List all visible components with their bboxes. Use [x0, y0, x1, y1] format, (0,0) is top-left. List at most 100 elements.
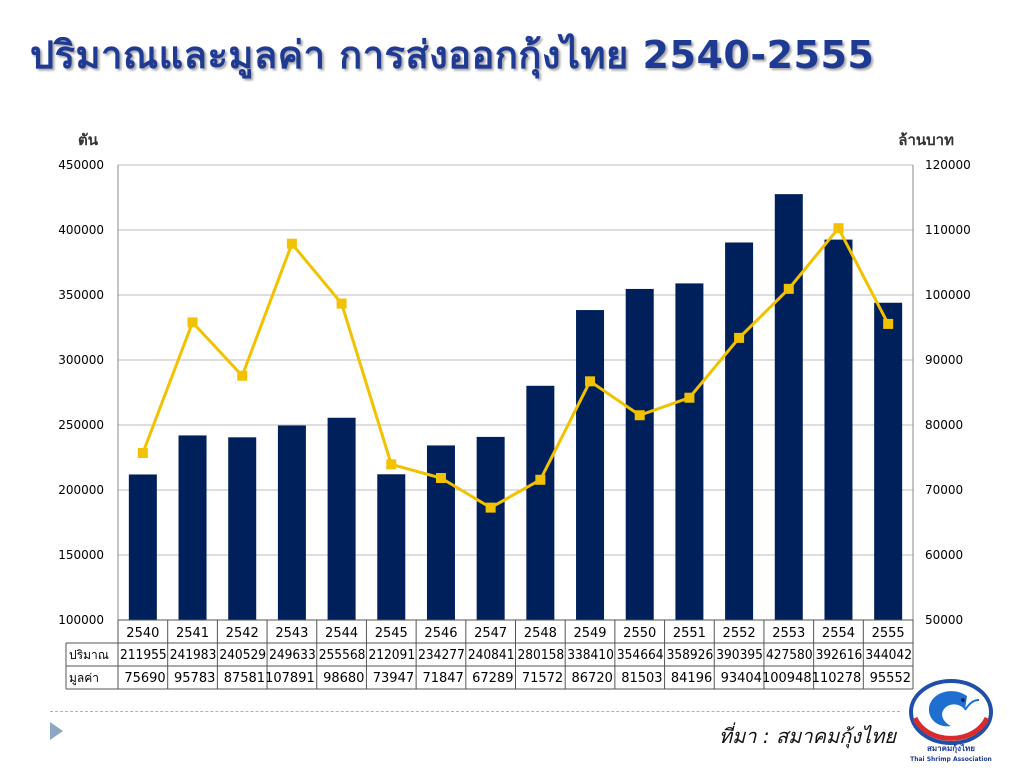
- bar: [476, 436, 505, 620]
- line-point: [684, 392, 695, 403]
- left-tick-label: 350000: [58, 288, 104, 302]
- category-label: 2555: [872, 626, 905, 641]
- bar: [128, 474, 157, 620]
- table-cell: 75690: [124, 671, 165, 686]
- table-cell: 95552: [870, 671, 911, 686]
- table-cell: 107891: [265, 671, 315, 686]
- line-point: [286, 238, 297, 249]
- table-cell: 358926: [667, 648, 714, 663]
- right-tick-label: 120000: [925, 158, 971, 172]
- right-tick-label: 90000: [925, 353, 963, 367]
- table-row-label: มูลค่า: [69, 671, 99, 686]
- left-tick-label: 150000: [58, 548, 104, 562]
- line-point: [585, 376, 596, 387]
- table-cell: 234277: [418, 648, 465, 663]
- table-cell: 98680: [323, 671, 364, 686]
- table-cell: 344042: [865, 648, 912, 663]
- line-point: [883, 318, 894, 329]
- line-point: [634, 410, 645, 421]
- left-tick-label: 200000: [58, 483, 104, 497]
- bar: [625, 288, 654, 620]
- table-cell: 240841: [468, 648, 515, 663]
- table-cell: 81503: [621, 671, 662, 686]
- right-tick-label: 70000: [925, 483, 963, 497]
- table-cell: 73947: [373, 671, 414, 686]
- bar: [774, 194, 803, 620]
- bar: [874, 302, 903, 620]
- line-point: [237, 370, 248, 381]
- category-label: 2549: [573, 626, 606, 641]
- category-label: 2542: [226, 626, 259, 641]
- line-point: [435, 472, 446, 483]
- right-tick-label: 110000: [925, 223, 971, 237]
- bar: [426, 445, 455, 620]
- line-point: [833, 223, 844, 234]
- line-point: [535, 474, 546, 485]
- play-icon: [50, 722, 63, 740]
- logo-text-thai: สมาคมกุ้งไทย: [927, 743, 975, 754]
- line-point: [485, 502, 496, 513]
- table-cell: 390395: [716, 648, 763, 663]
- line-point: [187, 317, 198, 328]
- bar: [228, 437, 257, 620]
- line-point: [386, 459, 397, 470]
- source-note: ที่มา : สมาคมกุ้งไทย: [718, 724, 896, 748]
- right-tick-label: 100000: [925, 288, 971, 302]
- bar: [725, 242, 754, 620]
- category-label: 2548: [524, 626, 557, 641]
- table-cell: 86720: [572, 671, 613, 686]
- category-label: 2545: [375, 626, 408, 641]
- category-label: 2544: [325, 626, 358, 641]
- right-tick-label: 80000: [925, 418, 963, 432]
- table-cell: 354664: [617, 648, 664, 663]
- left-tick-label: 300000: [58, 353, 104, 367]
- category-label: 2546: [424, 626, 457, 641]
- table-cell: 95783: [174, 671, 215, 686]
- value-line: [141, 225, 890, 510]
- right-tick-label: 50000: [925, 613, 963, 627]
- bar: [377, 474, 406, 620]
- left-tick-label: 100000: [58, 613, 104, 627]
- right-axis-unit: ล้านบาท: [898, 131, 954, 149]
- table-cell: 338410: [567, 648, 614, 663]
- table-cell: 255568: [319, 648, 366, 663]
- category-label: 2543: [275, 626, 308, 641]
- bar: [327, 417, 356, 620]
- table-cell: 212091: [368, 648, 415, 663]
- bar: [824, 239, 853, 621]
- table-cell: 93404: [721, 671, 762, 686]
- line-point: [783, 283, 794, 294]
- category-label: 2541: [176, 626, 209, 641]
- category-label: 2550: [623, 626, 656, 641]
- line-point: [137, 448, 148, 459]
- table-cell: 67289: [472, 671, 513, 686]
- category-label: 2552: [723, 626, 756, 641]
- category-label: 2553: [772, 626, 805, 641]
- table-cell: 87581: [224, 671, 265, 686]
- category-label: 2547: [474, 626, 507, 641]
- bar: [277, 425, 306, 620]
- table-cell: 100948: [762, 671, 812, 686]
- table-cell: 71847: [422, 671, 463, 686]
- export-chart: 100000 150000 200000 250000 300000 350000 4000…: [58, 158, 971, 690]
- bar: [526, 385, 555, 620]
- logo-text-english: Thai Shrimp Association: [910, 756, 992, 763]
- bar: [576, 310, 605, 620]
- category-label: 2554: [822, 626, 855, 641]
- thai-shrimp-association-logo: สมาคมกุ้งไทย Thai Shrimp Association: [909, 679, 993, 763]
- left-tick-label: 250000: [58, 418, 104, 432]
- table-cell: 241983: [170, 648, 217, 663]
- category-label: 2540: [126, 626, 159, 641]
- bar: [675, 283, 704, 620]
- right-tick-label: 60000: [925, 548, 963, 562]
- table-row-label: ปริมาณ: [69, 648, 109, 662]
- line-point: [336, 298, 347, 309]
- table-cell: 84196: [671, 671, 712, 686]
- category-label: 2551: [673, 626, 706, 641]
- table-cell: 211955: [120, 648, 167, 663]
- line-point: [734, 332, 745, 343]
- left-axis-unit: ตัน: [78, 131, 98, 149]
- bar: [178, 435, 207, 620]
- table-cell: 280158: [518, 648, 565, 663]
- table-cell: 240529: [219, 648, 266, 663]
